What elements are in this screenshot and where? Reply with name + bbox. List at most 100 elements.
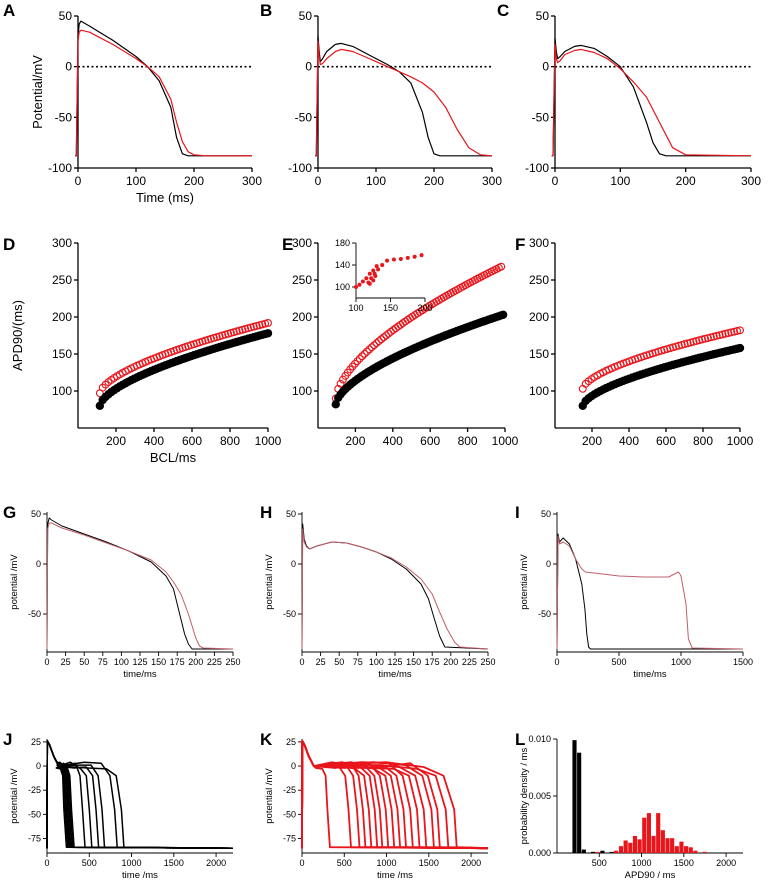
ap-trace <box>46 740 234 849</box>
histogram-bar-red <box>684 846 689 853</box>
inset-data-point <box>371 268 376 273</box>
data-point-red <box>377 335 386 344</box>
y-tick-label: 150 <box>529 347 549 361</box>
y-tick-label: -50 <box>283 609 296 619</box>
y-tick-label: -50 <box>295 110 313 124</box>
data-point-red <box>264 318 272 327</box>
y-tick-label: -25 <box>28 785 41 795</box>
x-tick-label: 400 <box>144 434 164 448</box>
histogram-bar-red <box>670 838 675 853</box>
ap-trace <box>301 740 489 850</box>
x-tick-label: 50 <box>79 657 89 667</box>
y-tick-label: -100 <box>48 161 72 175</box>
x-tick-label: 225 <box>207 657 222 667</box>
x-tick-label: 1000 <box>632 858 652 868</box>
inset-data-point <box>357 282 362 287</box>
ap-trace <box>46 740 234 849</box>
y-axis-label: potential /mV <box>9 554 20 610</box>
data-point-red <box>733 327 742 335</box>
y-tick-label: 50 <box>541 509 551 519</box>
x-tick-label: 1000 <box>492 434 519 448</box>
x-tick-label: 1500 <box>733 657 753 667</box>
x-tick-label: 0 <box>44 858 49 868</box>
y-tick-label: 200 <box>292 310 312 324</box>
x-tick-label: 250 <box>225 657 240 667</box>
x-tick-label: 500 <box>592 858 607 868</box>
panel-label-B: B <box>260 1 272 20</box>
x-tick-label: 200 <box>345 434 365 448</box>
x-tick-label: 150 <box>383 303 398 313</box>
y-tick-label: 100 <box>335 282 350 292</box>
y-axis-label: potential /mV <box>9 768 20 824</box>
x-axis-label: time/ms <box>123 669 157 680</box>
x-tick-label: 2000 <box>716 858 736 868</box>
y-tick-label: 150 <box>292 347 312 361</box>
y-tick-label: -75 <box>28 834 41 844</box>
x-axis-label: time /ms <box>377 870 413 881</box>
inset-data-point <box>398 256 403 261</box>
y-tick-label: 50 <box>299 9 313 23</box>
x-tick-label: 2000 <box>461 858 481 868</box>
ap-trace <box>46 740 234 849</box>
ap-trace <box>46 740 234 849</box>
data-point-red <box>736 326 744 335</box>
y-tick-label: 0.000 <box>528 848 551 858</box>
data-point-red <box>351 359 359 368</box>
histogram-bar-red <box>646 813 651 853</box>
x-tick-label: 0 <box>75 174 82 188</box>
histogram-bar-red <box>679 841 684 853</box>
data-point-red <box>497 262 506 271</box>
data-point-red <box>724 329 733 337</box>
data-point-red <box>718 330 727 339</box>
data-point-black <box>331 400 340 409</box>
trace-red <box>315 40 493 157</box>
x-tick-label: 800 <box>220 434 240 448</box>
histogram-bar-red <box>651 835 656 853</box>
x-tick-label: 600 <box>656 434 676 448</box>
ap-trace <box>46 740 234 849</box>
x-tick-label: 75 <box>353 657 363 667</box>
x-tick-label: 150 <box>151 657 166 667</box>
data-point-red <box>365 345 374 354</box>
y-tick-label: 100 <box>529 384 549 398</box>
x-tick-label: 500 <box>82 858 97 868</box>
y-tick-label: 100 <box>292 384 312 398</box>
y-tick-label: 200 <box>52 310 72 324</box>
y-tick-label: 0 <box>546 559 551 569</box>
histogram-bar-red <box>618 846 624 853</box>
panel-label-H: H <box>260 503 272 522</box>
inset-data-point <box>419 253 424 258</box>
panel-label-I: I <box>515 503 520 522</box>
x-tick-label: 0 <box>299 858 304 868</box>
inset-data-point <box>364 276 369 281</box>
panel-label-L: L <box>515 730 525 749</box>
histogram-bar-red <box>595 851 600 853</box>
ap-trace <box>46 740 234 849</box>
x-axis-label: time/ms <box>633 669 667 680</box>
data-point-red <box>355 354 364 363</box>
y-tick-label: -100 <box>288 161 312 175</box>
y-tick-label: -50 <box>28 809 41 819</box>
histogram-bar-red <box>656 813 661 853</box>
trace-black <box>556 533 743 650</box>
panel-label-K: K <box>260 730 273 749</box>
trace-red <box>301 528 489 650</box>
y-tick-label: 50 <box>536 9 550 23</box>
histogram-bar-black <box>591 851 596 853</box>
data-point-red <box>721 329 730 338</box>
x-axis-label: APD90 / ms <box>625 870 676 881</box>
y-tick-label: -25 <box>283 785 296 795</box>
x-tick-label: 0 <box>554 657 559 667</box>
x-tick-label: 500 <box>337 858 352 868</box>
data-point-red <box>706 333 715 342</box>
data-point-red <box>715 331 724 340</box>
x-tick-label: 250 <box>480 657 495 667</box>
x-tick-label: 800 <box>693 434 713 448</box>
data-point-red <box>336 379 345 388</box>
data-point-red <box>353 357 362 366</box>
y-tick-label: 0 <box>65 60 72 74</box>
x-tick-label: 225 <box>462 657 477 667</box>
